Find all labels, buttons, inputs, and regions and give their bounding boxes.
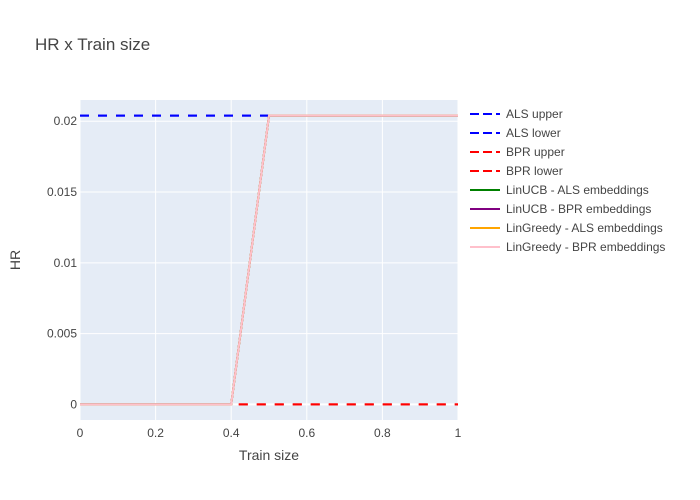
legend-item[interactable]: LinGreedy - ALS embeddings <box>470 221 663 235</box>
legend-label: LinGreedy - BPR embeddings <box>506 240 665 254</box>
x-tick-label: 0.2 <box>147 426 164 440</box>
x-tick-label: 0.8 <box>374 426 391 440</box>
y-tick-label: 0 <box>70 397 77 411</box>
x-tick-label: 1 <box>455 426 462 440</box>
x-axis-ticks: 0 0.2 0.4 0.6 0.8 1 <box>77 426 462 440</box>
legend-item[interactable]: ALS lower <box>470 126 561 140</box>
legend-item[interactable]: BPR upper <box>470 145 565 159</box>
legend-label: BPR lower <box>506 164 563 178</box>
legend-item[interactable]: LinUCB - BPR embeddings <box>470 202 651 216</box>
legend-item[interactable]: BPR lower <box>470 164 563 178</box>
y-tick-label: 0.005 <box>47 327 77 341</box>
y-axis-title: HR <box>7 250 23 270</box>
x-tick-label: 0 <box>77 426 84 440</box>
chart-title: HR x Train size <box>35 35 150 54</box>
x-tick-label: 0.6 <box>298 426 315 440</box>
y-tick-label: 0.015 <box>47 185 77 199</box>
legend-label: LinGreedy - ALS embeddings <box>506 221 663 235</box>
legend-label: BPR upper <box>506 145 565 159</box>
legend-label: ALS upper <box>506 107 563 121</box>
legend-label: ALS lower <box>506 126 561 140</box>
x-axis-title: Train size <box>239 447 299 463</box>
y-axis-ticks: 0 0.005 0.01 0.015 0.02 <box>47 114 77 411</box>
y-tick-label: 0.02 <box>54 114 78 128</box>
series-line-7 <box>80 114 458 406</box>
legend-item[interactable]: ALS upper <box>470 107 563 121</box>
legend-label: LinUCB - ALS embeddings <box>506 183 649 197</box>
legend-item[interactable]: LinUCB - ALS embeddings <box>470 183 649 197</box>
plot-area <box>80 100 458 420</box>
y-tick-label: 0.01 <box>54 256 78 270</box>
legend-item[interactable]: LinGreedy - BPR embeddings <box>470 240 665 254</box>
series-lines <box>80 114 458 406</box>
x-tick-label: 0.4 <box>223 426 240 440</box>
legend-label: LinUCB - BPR embeddings <box>506 202 651 216</box>
legend[interactable]: ALS upper ALS lower BPR upper BPR lower LinU… <box>470 107 665 254</box>
